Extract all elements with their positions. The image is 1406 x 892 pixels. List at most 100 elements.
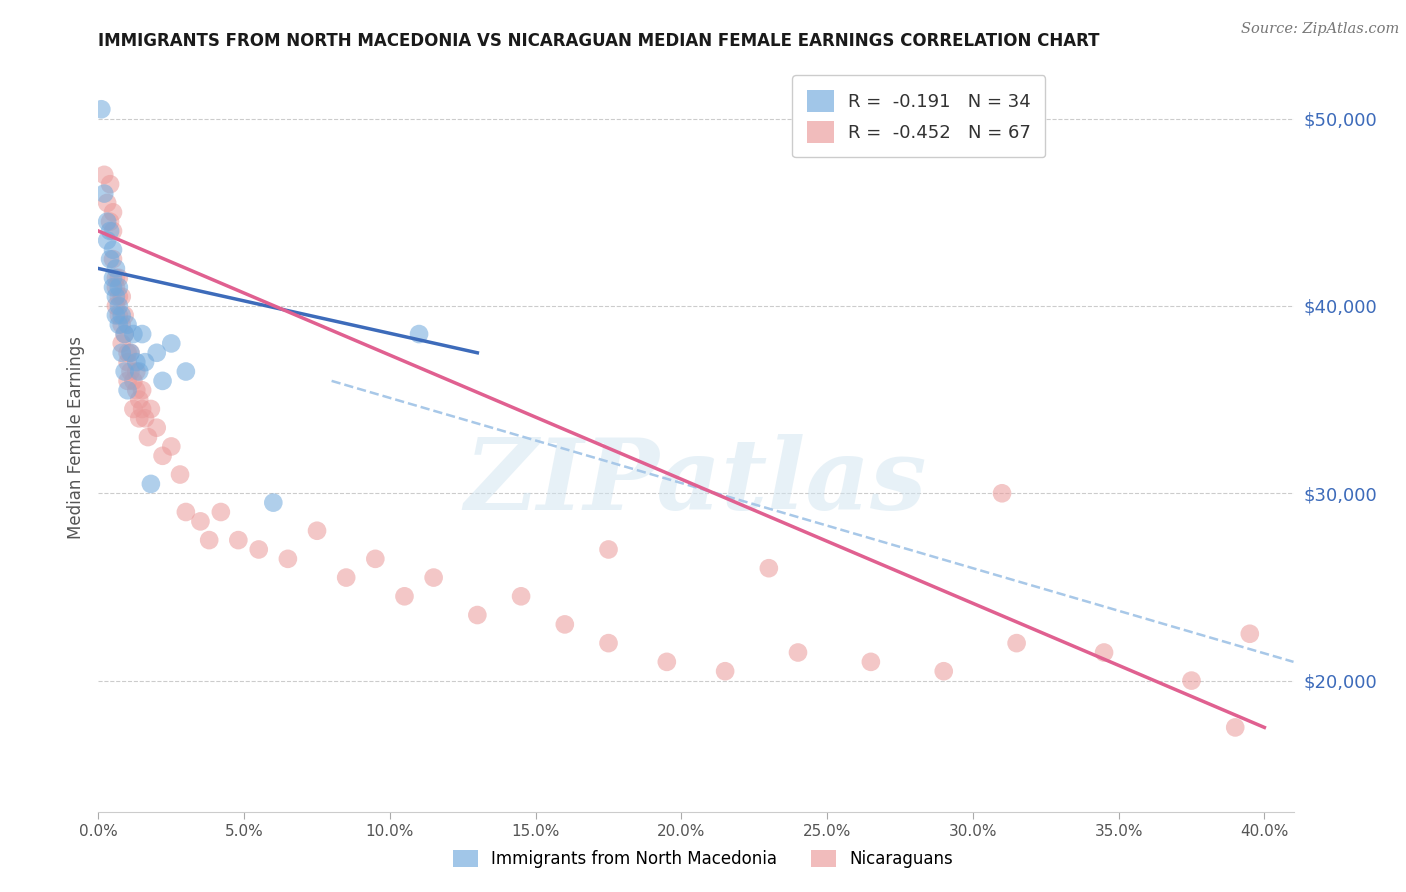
Point	[228, 533, 250, 547]
Point	[96, 215, 118, 229]
Point	[114, 365, 136, 379]
Point	[467, 608, 489, 623]
Point	[125, 365, 148, 379]
Point	[174, 505, 197, 519]
Point	[1180, 673, 1202, 688]
Point	[131, 402, 153, 417]
Point	[510, 590, 533, 604]
Point	[859, 655, 882, 669]
Point	[160, 440, 183, 454]
Point	[128, 365, 150, 379]
Point	[111, 318, 134, 332]
Point	[128, 392, 150, 407]
Point	[122, 326, 145, 341]
Point	[335, 571, 357, 585]
Point	[131, 384, 153, 398]
Text: Source: ZipAtlas.com: Source: ZipAtlas.com	[1240, 22, 1399, 37]
Point	[111, 346, 134, 360]
Point	[98, 177, 121, 192]
Point	[136, 430, 159, 444]
Point	[122, 402, 145, 417]
Point	[991, 486, 1014, 500]
Point	[247, 542, 270, 557]
Point	[108, 299, 131, 313]
Point	[758, 561, 780, 575]
Point	[169, 467, 191, 482]
Point	[111, 336, 134, 351]
Point	[364, 551, 387, 566]
Point	[125, 355, 148, 369]
Point	[932, 664, 955, 679]
Point	[198, 533, 221, 547]
Point	[120, 346, 142, 360]
Point	[209, 505, 232, 519]
Point	[108, 289, 131, 303]
Point	[262, 496, 284, 510]
Point	[117, 374, 139, 388]
Point	[1239, 627, 1261, 641]
Point	[98, 224, 121, 238]
Point	[117, 355, 139, 369]
Point	[101, 224, 124, 238]
Point	[120, 346, 142, 360]
Point	[108, 280, 131, 294]
Point	[408, 326, 430, 341]
Point	[134, 355, 156, 369]
Text: IMMIGRANTS FROM NORTH MACEDONIA VS NICARAGUAN MEDIAN FEMALE EARNINGS CORRELATION: IMMIGRANTS FROM NORTH MACEDONIA VS NICAR…	[98, 32, 1099, 50]
Point	[145, 346, 167, 360]
Point	[104, 309, 127, 323]
Point	[152, 374, 174, 388]
Point	[117, 346, 139, 360]
Point	[93, 168, 115, 182]
Point	[111, 309, 134, 323]
Point	[125, 384, 148, 398]
Point	[598, 542, 620, 557]
Point	[160, 336, 183, 351]
Point	[394, 590, 416, 604]
Point	[1225, 721, 1247, 735]
Point	[117, 318, 139, 332]
Point	[108, 309, 131, 323]
Point	[101, 205, 124, 219]
Point	[714, 664, 737, 679]
Point	[114, 326, 136, 341]
Point	[108, 318, 131, 332]
Point	[114, 326, 136, 341]
Point	[787, 646, 810, 660]
Point	[96, 196, 118, 211]
Point	[190, 514, 212, 528]
Point	[422, 571, 444, 585]
Point	[152, 449, 174, 463]
Legend: R =  -0.191   N = 34, R =  -0.452   N = 67: R = -0.191 N = 34, R = -0.452 N = 67	[792, 75, 1046, 157]
Point	[104, 271, 127, 285]
Y-axis label: Median Female Earnings: Median Female Earnings	[66, 335, 84, 539]
Point	[108, 271, 131, 285]
Point	[114, 309, 136, 323]
Point	[655, 655, 678, 669]
Point	[104, 299, 127, 313]
Point	[98, 215, 121, 229]
Point	[117, 384, 139, 398]
Point	[101, 243, 124, 257]
Point	[104, 289, 127, 303]
Point	[104, 280, 127, 294]
Point	[111, 289, 134, 303]
Point	[101, 271, 124, 285]
Point	[93, 186, 115, 201]
Point	[98, 252, 121, 266]
Text: ZIPatlas: ZIPatlas	[465, 434, 927, 530]
Point	[277, 551, 299, 566]
Point	[554, 617, 576, 632]
Point	[101, 280, 124, 294]
Point	[104, 261, 127, 276]
Point	[128, 411, 150, 425]
Point	[1092, 646, 1115, 660]
Point	[305, 524, 328, 538]
Legend: Immigrants from North Macedonia, Nicaraguans: Immigrants from North Macedonia, Nicarag…	[447, 843, 959, 875]
Point	[174, 365, 197, 379]
Point	[139, 477, 162, 491]
Point	[122, 374, 145, 388]
Point	[145, 421, 167, 435]
Point	[134, 411, 156, 425]
Point	[96, 233, 118, 247]
